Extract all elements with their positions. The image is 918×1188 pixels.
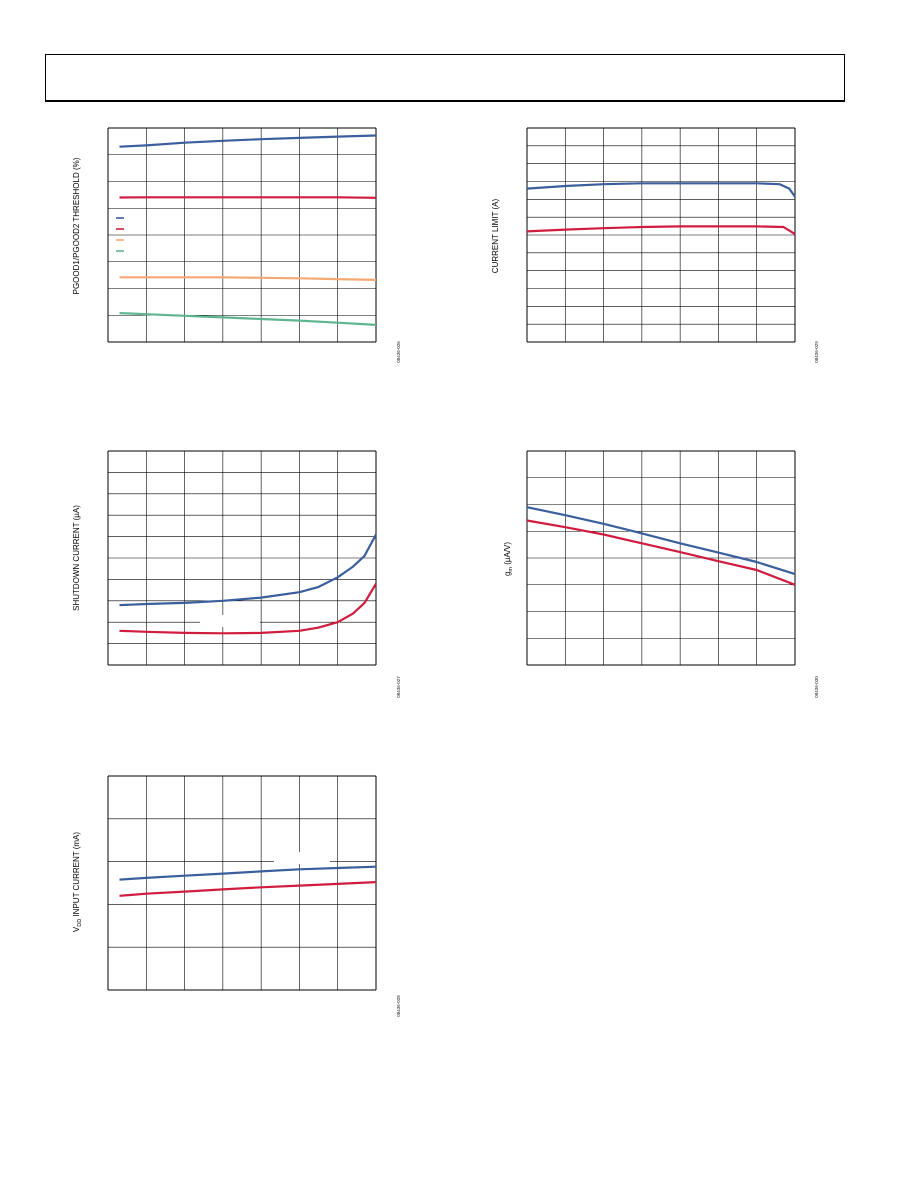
chart-grid xyxy=(107,450,377,666)
y-axis-label: VDD INPUT CURRENT (mA) xyxy=(72,832,83,932)
page-header-box xyxy=(45,54,845,102)
annotation-mask xyxy=(274,852,330,864)
series-line-0 xyxy=(526,506,796,576)
chart-series xyxy=(526,506,796,586)
chart-series xyxy=(119,134,377,326)
chart-grid xyxy=(107,775,377,991)
series-line-1 xyxy=(119,881,377,897)
chart-current-limit: CURRENT LIMIT (A) 08436-029 xyxy=(491,127,819,363)
y-axis-label: CURRENT LIMIT (A) xyxy=(491,198,500,273)
chart-gm: gm (µA/V) 08436-030 xyxy=(503,450,819,698)
figure-id: 08436-027 xyxy=(396,676,401,698)
chart-shutdown-current: SHUTDOWN CURRENT (µA) 08436-027 xyxy=(72,450,401,698)
chart-grid xyxy=(107,127,377,343)
series-line-3 xyxy=(119,312,377,326)
figure-id: 08436-029 xyxy=(814,341,819,363)
series-line-0 xyxy=(119,865,377,881)
figure-id: 08436-028 xyxy=(396,995,401,1017)
chart-series xyxy=(526,182,796,236)
y-axis-label: gm (µA/V) xyxy=(503,542,514,576)
chart-series xyxy=(119,533,377,635)
legend-box xyxy=(114,210,280,258)
figure-id: 08436-026 xyxy=(396,341,401,363)
chart-grid xyxy=(526,127,796,343)
annotation-mask xyxy=(200,615,260,627)
series-line-0 xyxy=(526,182,796,198)
chart-series xyxy=(119,865,377,897)
y-axis-label: PGOOD1/PGOOD2 THRESHOLD (%) xyxy=(72,157,81,294)
series-line-0 xyxy=(119,134,377,148)
series-line-1 xyxy=(526,225,796,236)
series-line-1 xyxy=(119,583,377,635)
chart-grid xyxy=(526,450,796,666)
chart-vdd-input-current: VDD INPUT CURRENT (mA) 08436-028 xyxy=(72,775,401,1017)
chart-pgood-threshold: PGOOD1/PGOOD2 THRESHOLD (%) 08436-026 xyxy=(72,127,401,363)
series-line-0 xyxy=(119,533,377,607)
series-line-2 xyxy=(119,276,377,281)
series-line-1 xyxy=(119,196,377,199)
y-axis-label: SHUTDOWN CURRENT (µA) xyxy=(72,505,81,611)
series-line-1 xyxy=(526,519,796,586)
figure-id: 08436-030 xyxy=(814,676,819,698)
chart-legend xyxy=(114,210,280,258)
